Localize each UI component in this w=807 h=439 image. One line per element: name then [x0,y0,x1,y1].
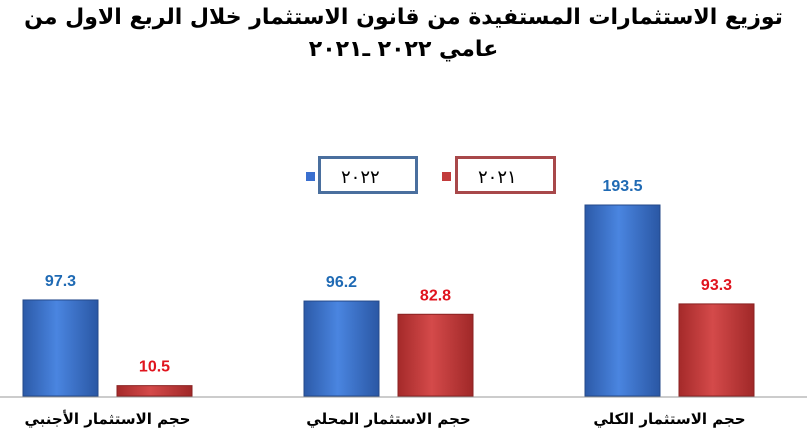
category-label-2: حجم الاستثمار المحلي [306,410,470,428]
data-label-2022-1: 97.3 [45,273,76,290]
data-label-2021-2: 82.8 [420,287,451,304]
bar-2022-2 [303,300,380,397]
data-label-2021-3: 93.3 [701,277,732,294]
data-label-2022-2: 96.2 [326,274,357,291]
data-label-2021-1: 10.5 [139,359,170,376]
legend-swatch-2022 [306,172,315,181]
bar-2021-3 [678,303,755,397]
chart-title-line-2: عامي ٢٠٢٢ ـ٢٠٢١ [308,37,499,62]
chart-title: توزيع الاستثمارات المستفيدة من قانون الا… [0,2,807,66]
category-label-3: حجم الاستثمار الكلي [593,410,745,428]
bar-2022-1 [22,299,99,397]
chart-title-line-1: توزيع الاستثمارات المستفيدة من قانون الا… [24,5,783,30]
legend-label-2021: ٢٠٢١ [478,167,517,188]
legend-label-2022: ٢٠٢٢ [341,167,380,188]
data-label-2022-3: 193.5 [602,178,642,195]
legend-swatch-2021 [442,172,451,181]
bar-2022-3 [584,204,661,397]
bar-2021-2 [397,313,474,397]
category-label-1: حجم الاستثمار الأجنبي [24,410,190,428]
legend-box-2021: ٢٠٢١ [455,156,556,194]
legend-box-2022: ٢٠٢٢ [318,156,418,194]
bar-2021-1 [116,385,193,397]
